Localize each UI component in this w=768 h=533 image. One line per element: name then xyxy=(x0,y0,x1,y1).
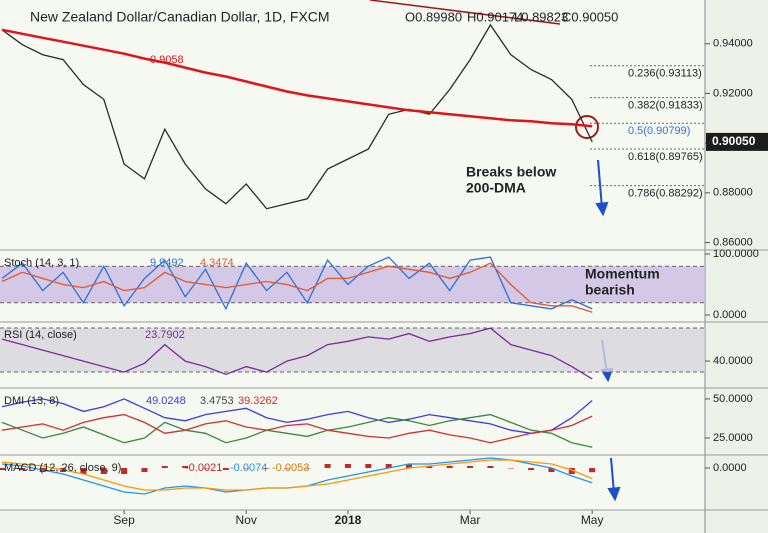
highlight-circle xyxy=(575,115,599,139)
ohlc-label: C0.90050 xyxy=(562,9,618,24)
x-tick-label: 2018 xyxy=(335,513,362,527)
legend-value: -0.0021 xyxy=(185,462,222,474)
histogram-bar xyxy=(80,468,87,474)
series-line xyxy=(1,28,593,128)
legend-value: 23.7902 xyxy=(145,329,185,341)
fib-label: 0.618(0.89765) xyxy=(628,151,703,163)
series-line xyxy=(1,262,593,313)
y-tick-label: 25.0000 xyxy=(713,432,753,444)
histogram-bar xyxy=(182,466,189,468)
last-price-label: 0.90050 xyxy=(712,134,756,148)
legend-value: 3.4753 xyxy=(200,395,234,407)
histogram-bar xyxy=(406,464,412,468)
histogram-bar xyxy=(121,468,128,474)
annotation: 200-DMA xyxy=(466,180,526,196)
band-area xyxy=(0,328,705,373)
x-tick-label: Sep xyxy=(113,513,135,527)
panel-title: DMI (13, 8) xyxy=(4,395,59,407)
histogram-bar xyxy=(365,464,372,468)
histogram-bar xyxy=(487,466,494,468)
histogram-bar xyxy=(243,468,250,469)
series-line xyxy=(1,413,593,444)
trend-line xyxy=(369,0,561,25)
x-tick-label: May xyxy=(581,513,604,527)
ohlc-label: H0.90174 xyxy=(467,9,523,24)
histogram-bar xyxy=(222,468,229,470)
histogram-bar xyxy=(426,466,433,468)
ma-value: 0.9058 xyxy=(150,54,184,66)
histogram-bar xyxy=(548,468,555,472)
histogram-bar xyxy=(100,468,107,474)
histogram-bar xyxy=(283,468,290,469)
histogram-bar xyxy=(568,468,575,474)
panel-title: Stoch (14, 3, 1) xyxy=(4,257,79,269)
legend-value: 9.9492 xyxy=(150,257,184,269)
arrow xyxy=(610,457,615,494)
x-tick-label: Nov xyxy=(236,513,257,527)
histogram-bar xyxy=(467,466,474,468)
legend-value: -0.0053 xyxy=(272,462,309,474)
legend-value: -0.0074 xyxy=(230,462,267,474)
fib-label: 0.236(0.93113) xyxy=(628,68,702,80)
histogram-bar xyxy=(263,468,270,469)
series-line xyxy=(1,398,593,434)
histogram-bar xyxy=(528,468,535,470)
histogram-bar xyxy=(446,466,453,468)
histogram-bar xyxy=(324,464,331,468)
histogram-bar xyxy=(344,464,351,468)
y-tick-label: 50.0000 xyxy=(713,393,753,405)
y-tick-label: 0.0000 xyxy=(713,462,747,474)
last-price-box xyxy=(706,132,768,151)
y-tick-label: 0.92000 xyxy=(713,87,753,99)
y-tick-label: 40.0000 xyxy=(713,355,753,367)
fib-label: 0.382(0.91833) xyxy=(628,99,703,111)
histogram-bar xyxy=(304,468,311,469)
histogram-bar xyxy=(507,468,514,469)
ohlc-label: O0.89980 xyxy=(405,9,462,24)
fib-label: 0.786(0.88292) xyxy=(628,187,703,199)
panel-title: RSI (14, close) xyxy=(4,329,77,341)
arrow xyxy=(597,159,603,209)
series-line xyxy=(1,23,593,210)
chart-title: New Zealand Dollar/Canadian Dollar, 1D, … xyxy=(30,9,330,25)
annotation: Breaks below xyxy=(466,164,556,180)
series-line xyxy=(1,459,593,491)
legend-value: 4.3474 xyxy=(200,257,234,269)
histogram-bar xyxy=(0,468,5,470)
y-tick-label: 0.86000 xyxy=(713,236,753,248)
plot-background xyxy=(0,0,705,510)
annotation: Momentum xyxy=(585,266,660,282)
arrow-head xyxy=(607,486,621,502)
y-tick-label: 0.0000 xyxy=(713,309,747,321)
series-line xyxy=(1,327,593,380)
band-area xyxy=(0,266,705,303)
series-line xyxy=(1,413,593,448)
histogram-bar xyxy=(385,464,392,468)
y-tick-label: 0.88000 xyxy=(713,187,753,199)
y-tick-label: 100.0000 xyxy=(713,248,759,260)
histogram-bar xyxy=(589,468,596,473)
x-tick-label: Mar xyxy=(460,513,481,527)
y-tick-label: 0.94000 xyxy=(713,38,753,50)
ohlc-label: L0.89823 xyxy=(514,9,568,24)
axis-background xyxy=(705,0,768,533)
histogram-bar xyxy=(19,468,26,470)
fib-label: 0.5(0.90799) xyxy=(628,125,690,137)
annotation: bearish xyxy=(585,282,635,298)
histogram-bar xyxy=(161,466,168,468)
histogram-bar xyxy=(141,468,148,472)
histogram-bar xyxy=(202,468,209,469)
arrow-head xyxy=(595,201,609,217)
panel-title: MACD (12, 26, close, 9) xyxy=(4,462,121,474)
legend-value: 49.0248 xyxy=(146,395,186,407)
legend-value: 39.3262 xyxy=(238,395,278,407)
